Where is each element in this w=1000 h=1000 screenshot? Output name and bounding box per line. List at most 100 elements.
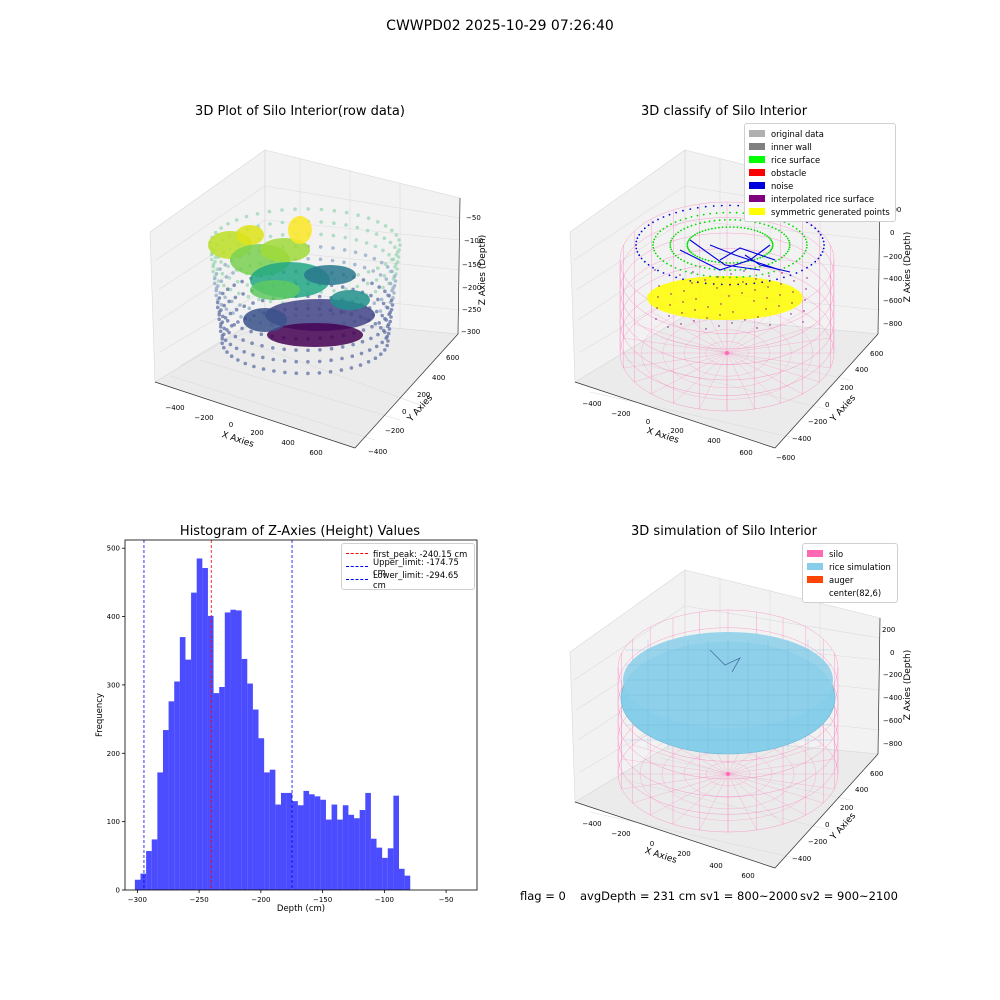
3d-axis-line bbox=[774, 753, 879, 869]
raw-data-point bbox=[397, 238, 401, 242]
classify-legend-item: obstacle bbox=[749, 166, 891, 179]
raw-data-point bbox=[214, 293, 218, 298]
figure-title: CWWPD02 2025-10-29 07:26:40 bbox=[386, 18, 614, 34]
rice-surface-point bbox=[786, 237, 789, 240]
raw-data-point bbox=[222, 326, 226, 331]
interpolated-point bbox=[680, 323, 682, 325]
rice-surface-point bbox=[694, 223, 697, 226]
rice-surface-point bbox=[638, 254, 641, 257]
interpolated-point bbox=[728, 295, 730, 297]
legend-label: rice simulation bbox=[829, 561, 891, 572]
rice-surface-point bbox=[734, 269, 737, 271]
raw-data-point bbox=[389, 307, 394, 312]
rice-surface-point bbox=[722, 276, 725, 279]
interpolated-point bbox=[779, 294, 781, 296]
rice-surface-point bbox=[672, 235, 675, 238]
raw-data-point bbox=[225, 319, 230, 323]
simulation-tick-label: −200 bbox=[808, 838, 827, 846]
classify-tick-label: 0 bbox=[646, 418, 650, 426]
raw-data-point bbox=[268, 222, 272, 226]
simulation-tick-label: −200 bbox=[611, 830, 630, 838]
classify-tick-label: 200 bbox=[670, 427, 683, 435]
legend-label: auger bbox=[829, 574, 854, 585]
raw-3d-tick-labels: −400 −200 0 200 400 600 −400 −200 0 200 400 600 −50 −… bbox=[165, 214, 483, 457]
interpolated-point bbox=[683, 290, 685, 292]
classify-silo-radial bbox=[726, 352, 831, 369]
raw-data-point bbox=[390, 269, 394, 274]
classify-silo-radial bbox=[726, 352, 803, 395]
3d-grid-line bbox=[659, 337, 851, 381]
rice-surface-point bbox=[659, 230, 662, 233]
raw-data-point bbox=[350, 354, 355, 358]
raw-3d-surface-points bbox=[208, 207, 402, 376]
raw-data-point bbox=[355, 284, 360, 289]
rice-surface-point bbox=[679, 219, 682, 222]
raw-data-point bbox=[255, 212, 260, 216]
raw-data-point bbox=[211, 264, 215, 269]
raw-data-point bbox=[215, 267, 219, 271]
simulation-silo-radial bbox=[727, 773, 806, 816]
histogram-bar bbox=[320, 799, 326, 890]
raw-data-point bbox=[209, 252, 214, 257]
raw-data-point bbox=[388, 240, 393, 245]
classify-z-axis-label: Z Axies (Depth) bbox=[903, 232, 913, 303]
rice-surface-point bbox=[771, 245, 774, 248]
simulation-tick-label: 200 bbox=[840, 804, 853, 812]
rice-surface-point bbox=[715, 276, 718, 278]
raw-data-point bbox=[319, 220, 323, 224]
rice-surface-point bbox=[795, 260, 798, 263]
raw-data-point bbox=[259, 332, 264, 336]
histogram-bar bbox=[236, 610, 242, 890]
raw-data-point bbox=[344, 210, 349, 215]
rice-surface-point bbox=[657, 218, 659, 221]
rice-surface-point bbox=[814, 227, 817, 230]
legend-label: obstacle bbox=[771, 167, 807, 178]
simulation-rice-surface bbox=[620, 632, 836, 776]
simulation-tick-label: 200 bbox=[677, 850, 690, 858]
simulation-tick-label: 200 bbox=[882, 626, 895, 634]
3d-grid-line bbox=[624, 359, 831, 411]
rice-surface-point bbox=[703, 266, 706, 269]
raw-data-point bbox=[386, 322, 391, 327]
raw-data-point bbox=[243, 361, 248, 366]
rice-surface-point bbox=[652, 246, 655, 249]
interpolated-point bbox=[681, 312, 683, 314]
classify-silo-radial bbox=[623, 352, 728, 369]
raw-data-point bbox=[383, 224, 388, 228]
legend-label: rice surface bbox=[771, 154, 821, 165]
raw-data-point bbox=[237, 291, 241, 296]
rice-surface-point bbox=[735, 276, 738, 279]
histogram-bar bbox=[370, 838, 377, 890]
rice-surface-point bbox=[806, 266, 808, 269]
raw-data-point bbox=[376, 332, 380, 337]
rice-surface-point bbox=[801, 269, 803, 272]
rice-surface-point bbox=[805, 246, 808, 249]
interpolated-point bbox=[753, 300, 755, 302]
raw-data-point bbox=[374, 309, 379, 314]
raw-data-point bbox=[318, 348, 322, 352]
classify-silo-radial bbox=[634, 352, 728, 383]
rice-surface-point bbox=[699, 265, 701, 268]
classify-tick-label: 600 bbox=[739, 449, 752, 457]
simulation-x-axis-label: X Axies bbox=[643, 846, 678, 866]
raw-z-axis-label: Z Axies (Depth) bbox=[478, 235, 488, 306]
raw-data-point bbox=[373, 289, 378, 294]
rice-surface-point bbox=[821, 237, 824, 239]
rice-surface-point bbox=[822, 240, 825, 243]
raw-data-point bbox=[227, 276, 232, 280]
raw-data-point bbox=[233, 334, 238, 339]
rice-surface-point bbox=[662, 216, 665, 218]
simulation-3d-plot: −400−2000200400600−400−20002004006002000… bbox=[569, 569, 913, 880]
rice-surface-point bbox=[707, 259, 710, 262]
raw-data-point bbox=[365, 281, 370, 286]
rice-surface-point bbox=[798, 257, 801, 260]
rice-surface-point bbox=[740, 226, 742, 229]
rice-surface-point bbox=[795, 272, 798, 274]
legend-swatch bbox=[749, 156, 765, 163]
raw-data-point bbox=[361, 328, 366, 332]
raw-data-point bbox=[221, 314, 225, 319]
raw-data-point bbox=[384, 277, 389, 281]
classify-legend-item: symmetric generated points bbox=[749, 205, 891, 218]
raw-data-point bbox=[349, 366, 354, 370]
raw-data-point bbox=[362, 265, 367, 270]
